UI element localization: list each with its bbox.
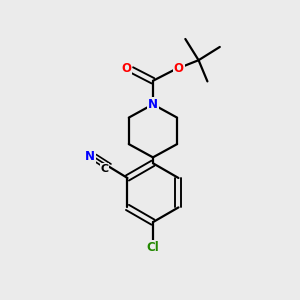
Text: Cl: Cl [147, 241, 159, 254]
Text: O: O [174, 62, 184, 75]
Text: N: N [148, 98, 158, 111]
Text: O: O [122, 62, 131, 75]
Text: N: N [85, 150, 95, 163]
Text: C: C [100, 164, 109, 173]
